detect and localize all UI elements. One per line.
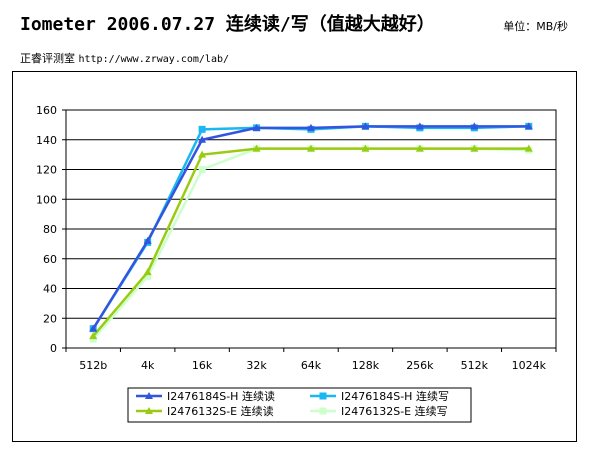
y-tick-label: 140: [36, 134, 57, 147]
source-name: 正睿评测室: [20, 52, 75, 65]
legend-item: I2476132S-E 连续读: [136, 404, 274, 418]
data-point: [252, 144, 261, 152]
x-tick-label: 32k: [246, 359, 267, 372]
legend-item: I2476184S-H 连续读: [136, 389, 275, 403]
data-point: [524, 122, 533, 130]
data-point: [415, 122, 424, 130]
y-tick-label: 160: [36, 104, 57, 117]
data-point: [307, 123, 315, 131]
y-tick-label: 40: [43, 283, 57, 296]
data-point: [470, 122, 479, 130]
data-point: [198, 150, 207, 158]
data-point: [198, 125, 206, 133]
legend-swatch-marker: [319, 407, 327, 415]
y-axis-ticks: 0 20 40 60 80 100 120 140 160: [36, 104, 66, 355]
legend-label: I2476184S-H 连续写: [341, 389, 449, 403]
series-line-group: [89, 144, 533, 340]
x-tick-label: 512b: [79, 359, 107, 372]
y-tick-label: 20: [43, 312, 57, 325]
unit-label: 单位：MB/秒: [503, 20, 568, 33]
data-point: [252, 123, 261, 131]
data-point: [143, 236, 152, 244]
data-point: [307, 144, 315, 152]
x-tick-label: 512k: [461, 359, 489, 372]
data-point: [524, 144, 533, 152]
data-point: [198, 166, 206, 173]
x-tick-label: 64k: [301, 359, 322, 372]
legend: I2476184S-H 连续读 I2476184S-H 连续写I2476132S-…: [127, 387, 472, 423]
data-point: [361, 144, 370, 152]
legend-item: I2476184S-H 连续写: [310, 389, 449, 403]
x-tick-label: 256k: [406, 359, 434, 372]
data-point: [89, 324, 98, 332]
x-axis-ticks: 512b 4k 16k 32k 64k 128k 256k 512k 1024k: [65, 348, 557, 372]
legend-swatch-marker: [145, 407, 153, 414]
y-tick-label: 80: [43, 223, 57, 236]
x-tick-label: 1024k: [512, 359, 547, 372]
y-tick-label: 0: [50, 342, 57, 355]
y-tick-label: 60: [43, 253, 57, 266]
data-point: [143, 268, 152, 276]
legend-swatch-marker: [145, 392, 153, 399]
source-line: 正睿评测室 http://www.zrway.com/lab/: [20, 50, 229, 66]
grid-lines: [66, 139, 556, 319]
chart-title: Iometer 2006.07.27 连续读/写（值越大越好）: [20, 14, 435, 35]
series-line-group: [89, 122, 533, 332]
data-point: [415, 144, 424, 152]
series-group: [89, 122, 533, 343]
legend-label: I2476132S-E 连续写: [341, 404, 448, 418]
legend-item: I2476132S-E 连续写: [310, 404, 448, 418]
source-url: http://www.zrway.com/lab/: [78, 54, 230, 65]
data-point: [470, 144, 479, 152]
x-tick-label: 4k: [141, 359, 155, 372]
legend-label: I2476184S-H 连续读: [167, 389, 275, 403]
data-point: [198, 135, 207, 143]
x-tick-label: 128k: [352, 359, 380, 372]
legend-label: I2476132S-E 连续读: [167, 404, 274, 418]
x-tick-label: 16k: [192, 359, 213, 372]
legend-box: [127, 387, 472, 423]
y-tick-label: 120: [36, 164, 57, 177]
y-tick-label: 100: [36, 193, 57, 206]
data-point: [89, 332, 98, 340]
legend-swatch-marker: [319, 392, 327, 400]
data-point: [144, 273, 152, 281]
data-point: [361, 122, 370, 130]
